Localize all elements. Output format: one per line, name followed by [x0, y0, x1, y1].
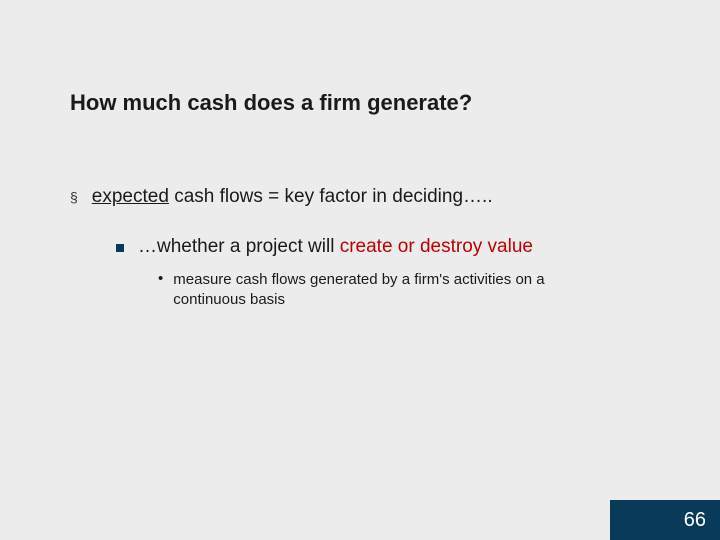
page-number-footer: 66	[610, 500, 720, 540]
dot-bullet-icon: •	[158, 270, 163, 287]
level2-text: …whether a project will create or destro…	[138, 236, 533, 258]
slide-title: How much cash does a firm generate?	[70, 90, 650, 116]
slide-container: How much cash does a firm generate? § ex…	[0, 0, 720, 540]
underlined-word: expected	[92, 186, 169, 207]
page-number: 66	[684, 509, 706, 532]
level2-emphasis: create or destroy value	[340, 236, 533, 257]
bullet-level3: • measure cash flows generated by a firm…	[158, 270, 650, 311]
section-bullet-icon: §	[70, 189, 78, 205]
level1-text: expected cash flows = key factor in deci…	[92, 186, 493, 208]
square-bullet-icon	[116, 244, 124, 252]
level1-rest: cash flows = key factor in deciding…..	[169, 186, 493, 207]
bullet-level1: § expected cash flows = key factor in de…	[70, 186, 650, 208]
level3-text: measure cash flows generated by a firm's…	[173, 270, 613, 311]
bullet-level2: …whether a project will create or destro…	[116, 236, 650, 258]
level2-prefix: …whether a project will	[138, 236, 340, 257]
